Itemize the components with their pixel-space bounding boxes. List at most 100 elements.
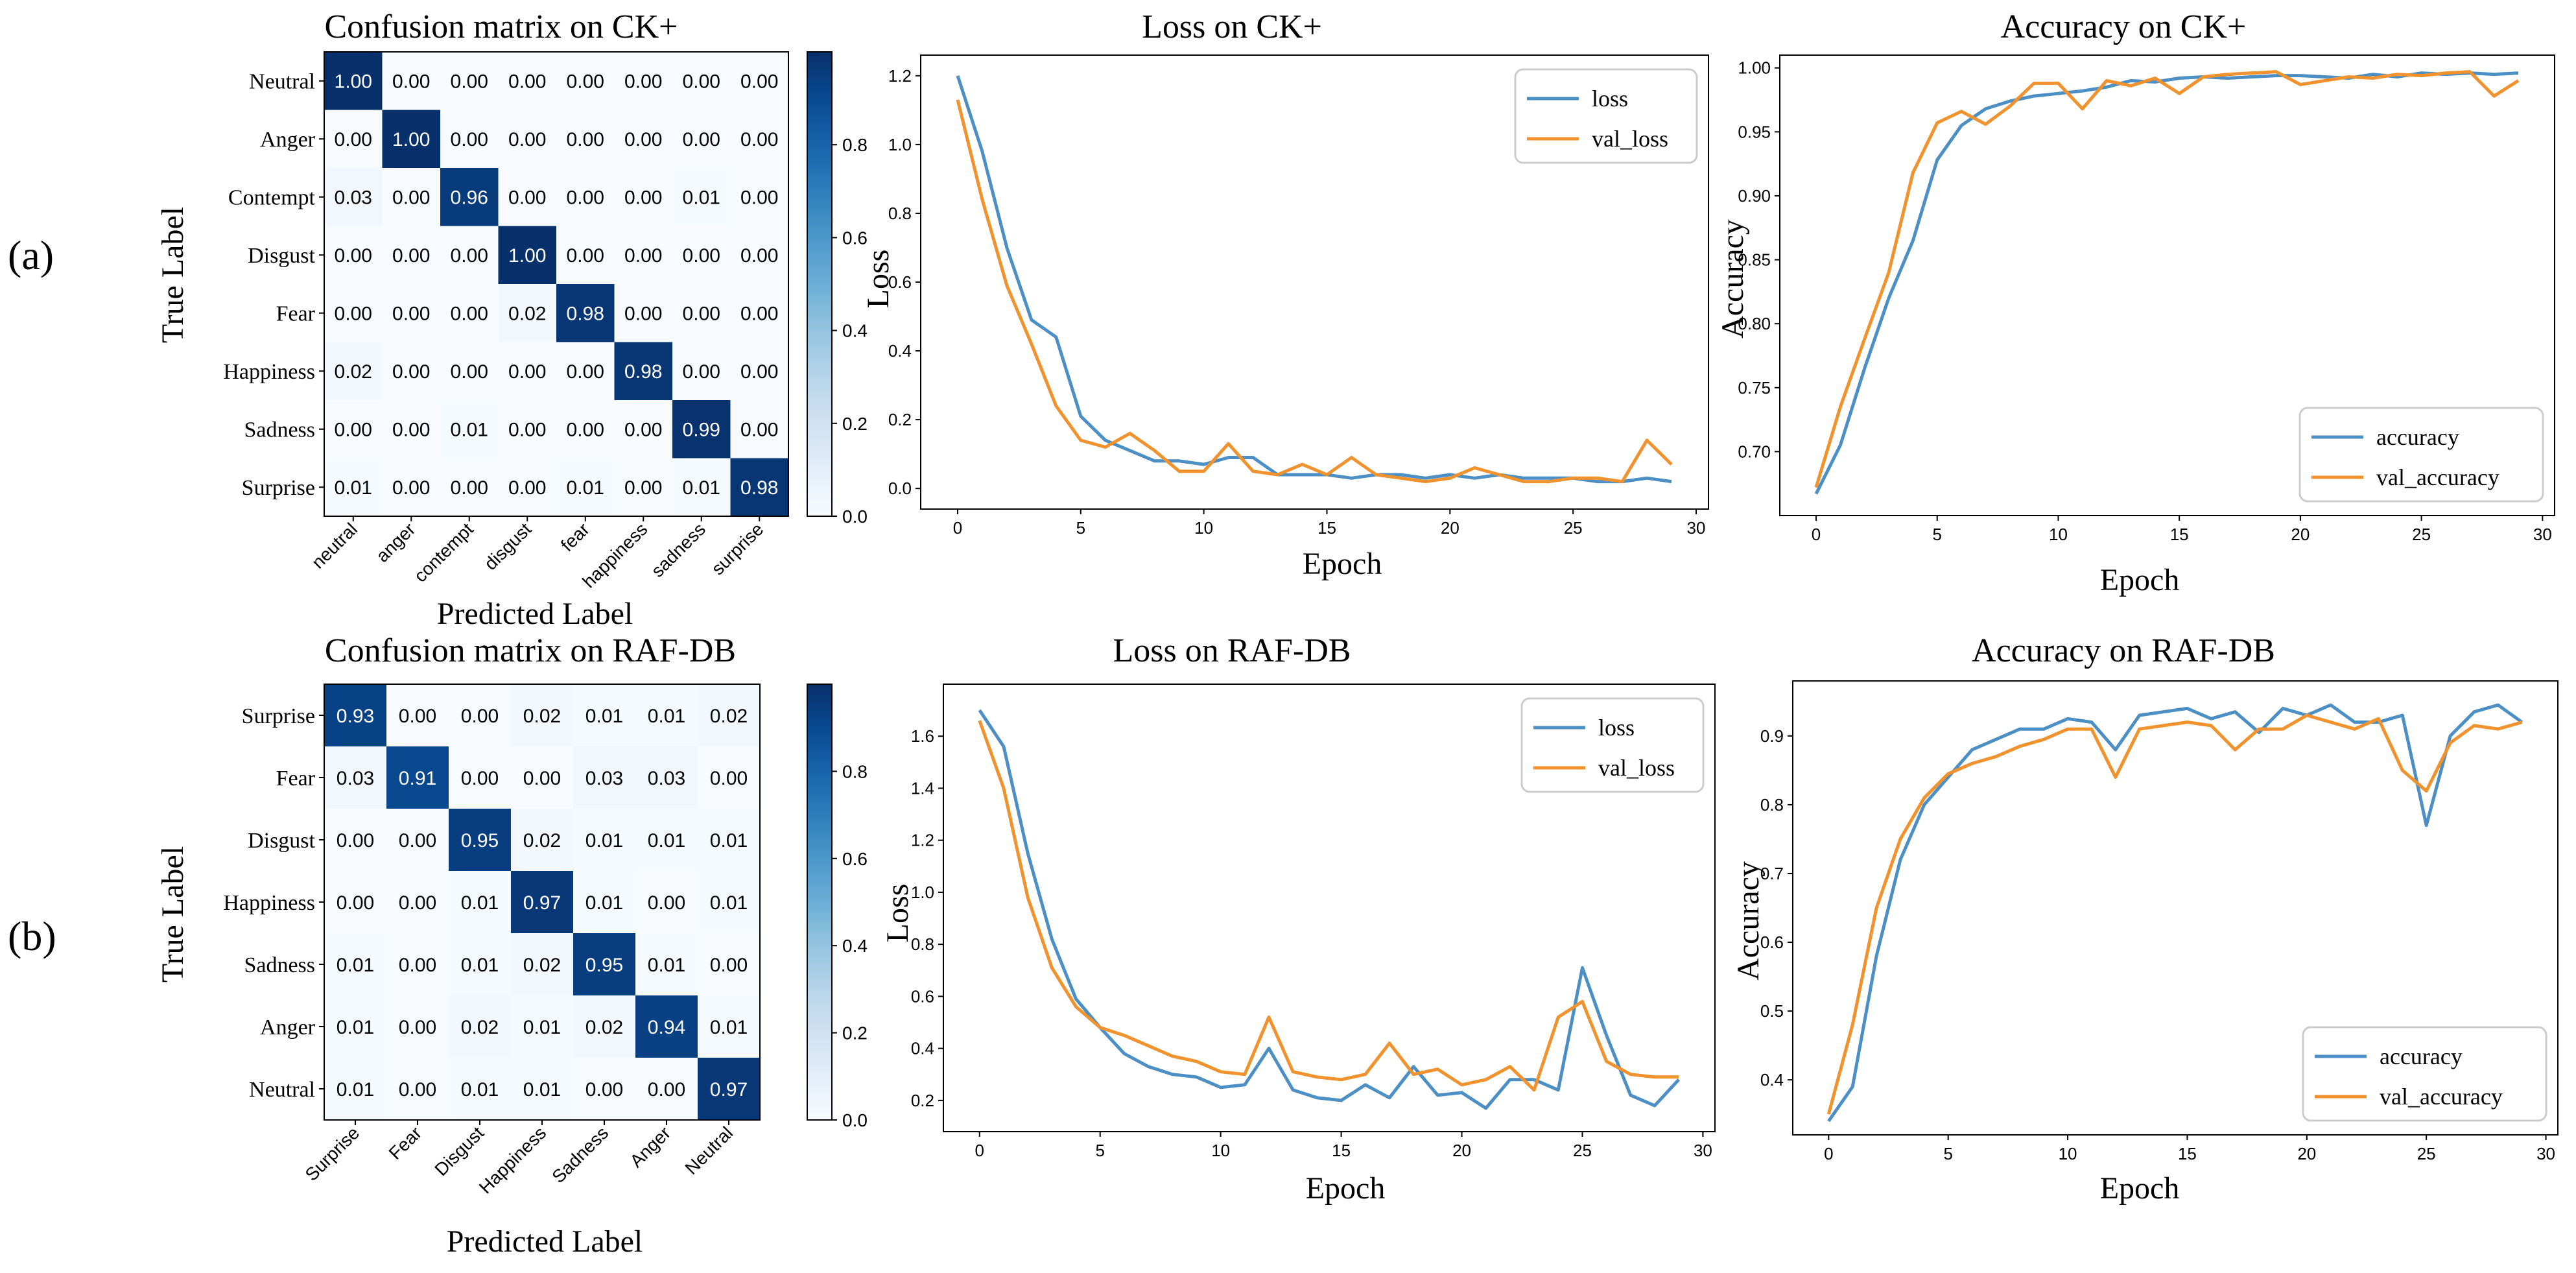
x-tick-label: 25 <box>2417 1144 2436 1163</box>
cell-value: 0.00 <box>451 129 488 150</box>
cell-value: 0.01 <box>585 706 623 727</box>
cell-value: 0.00 <box>567 129 604 150</box>
x-tick-label: 20 <box>2291 525 2310 544</box>
cell-value: 0.00 <box>710 768 748 789</box>
y-axis-label: Loss <box>880 884 915 943</box>
cell-value: 0.01 <box>585 830 623 851</box>
heatmap-cell <box>440 52 499 110</box>
cell-value: 0.00 <box>567 187 604 209</box>
col-label: Disgust <box>431 1123 488 1180</box>
heatmap-cell <box>324 226 383 285</box>
cell-value: 0.00 <box>508 129 546 150</box>
y-axis-label: True Label <box>156 846 190 982</box>
y-tick-label: 0.5 <box>1760 1001 1784 1021</box>
cell-value: 0.93 <box>337 706 374 727</box>
row-label: Sadness <box>244 418 315 442</box>
colorbar-tick-label: 0.0 <box>842 506 868 527</box>
x-tick-label: 5 <box>1076 518 1085 538</box>
x-axis-label: Epoch <box>1306 1171 1386 1206</box>
panel-label-b: (b) <box>8 913 56 959</box>
series-line-loss <box>956 75 1672 484</box>
heatmap-cell <box>382 400 441 458</box>
heatmap-cell <box>382 226 441 285</box>
colorbar-tick-label: 0.8 <box>842 761 868 781</box>
heatmap-cell <box>556 168 615 226</box>
x-tick-label: 20 <box>1441 518 1459 538</box>
heatmap-cell <box>556 110 615 169</box>
cell-value: 0.01 <box>710 830 748 851</box>
heatmap-cell <box>635 871 698 934</box>
heatmap-cell <box>440 342 499 401</box>
heatmap-cell <box>382 110 441 169</box>
chart-title: Loss on RAF-DB <box>1113 632 1351 669</box>
cell-value: 0.01 <box>335 477 372 499</box>
colorbar-tick-label: 0.4 <box>842 936 868 956</box>
y-tick-label: 0.70 <box>1738 442 1771 461</box>
cell-value: 0.01 <box>710 1017 748 1038</box>
y-tick-label: 0.8 <box>911 934 934 954</box>
heatmap-cell <box>730 52 789 110</box>
cell-value: 0.00 <box>508 361 546 383</box>
heatmap-cell <box>511 995 574 1058</box>
y-tick-label: 0.6 <box>888 272 912 292</box>
col-label: neutral <box>308 519 361 572</box>
cell-value: 0.00 <box>740 420 778 441</box>
heatmap-cell <box>440 400 499 458</box>
cell-value: 0.00 <box>461 768 499 789</box>
heatmap-cell <box>730 342 789 401</box>
cell-value: 0.01 <box>648 830 685 851</box>
loss-chart-ck: Loss on CK+ Epoch Loss 0 5 10 15 20 25 30 0.0 0.… <box>861 8 1709 581</box>
cell-value: 0.00 <box>683 245 720 267</box>
cell-value: 0.02 <box>523 706 561 727</box>
heatmap-cell <box>698 809 761 872</box>
heatmap-cell <box>614 52 673 110</box>
heatmap-cell <box>698 746 761 809</box>
legend-label: val_loss <box>1592 126 1668 152</box>
heatmap-cell <box>511 809 574 872</box>
cell-value: 0.97 <box>710 1079 748 1100</box>
legend-label: val_loss <box>1598 755 1675 781</box>
accuracy-chart-ck: Accuracy on CK+ Epoch Accuracy 0 5 10 15 20 2… <box>1716 8 2555 597</box>
cell-value: 0.00 <box>399 1017 436 1038</box>
cell-value: 0.01 <box>567 477 604 499</box>
confusion-matrix-ck: Confusion matrix on CK+ Predicted Label … <box>156 8 868 631</box>
cell-value: 0.00 <box>392 245 430 267</box>
heatmap-cell <box>635 1058 698 1121</box>
heatmap-cell <box>672 284 731 342</box>
heatmap-cell <box>698 1058 761 1121</box>
cell-value: 0.01 <box>648 955 685 976</box>
colorbar <box>807 51 833 517</box>
row-label: Surprise <box>242 704 315 728</box>
heatmap-cell <box>449 933 512 996</box>
cell-value: 0.01 <box>461 955 499 976</box>
heatmap-cell <box>324 284 383 342</box>
x-tick-label: 10 <box>1211 1141 1230 1160</box>
heatmap-cell <box>698 995 761 1058</box>
x-axis-label: Epoch <box>2100 1171 2180 1206</box>
heatmap-cell <box>698 871 761 934</box>
cell-value: 0.00 <box>648 892 685 914</box>
cell-value: 0.00 <box>740 303 778 325</box>
y-tick-label: 0.4 <box>1760 1070 1784 1089</box>
cell-value: 0.01 <box>683 477 720 499</box>
cell-value: 0.00 <box>392 477 430 499</box>
heatmap-cell <box>324 52 383 110</box>
chart-title: Confusion matrix on CK+ <box>325 8 678 45</box>
cell-value: 0.00 <box>740 129 778 150</box>
chart-title: Accuracy on RAF-DB <box>1972 632 2275 669</box>
heatmap-cell <box>324 933 387 996</box>
cell-value: 0.91 <box>399 768 436 789</box>
colorbar-tick-label: 0.6 <box>842 849 868 869</box>
heatmap-cell <box>386 933 449 996</box>
heatmap-cell <box>614 168 673 226</box>
y-tick-label: 0.6 <box>1760 933 1784 952</box>
heatmap-cell <box>324 1058 387 1121</box>
heatmap-cell <box>730 458 789 517</box>
cell-value: 0.01 <box>337 1079 374 1100</box>
cell-value: 0.00 <box>624 303 662 325</box>
heatmap-cell <box>498 342 557 401</box>
cell-value: 0.00 <box>740 245 778 267</box>
heatmap-cell <box>324 168 383 226</box>
x-tick-label: 15 <box>1332 1141 1351 1160</box>
colorbar <box>807 684 833 1121</box>
